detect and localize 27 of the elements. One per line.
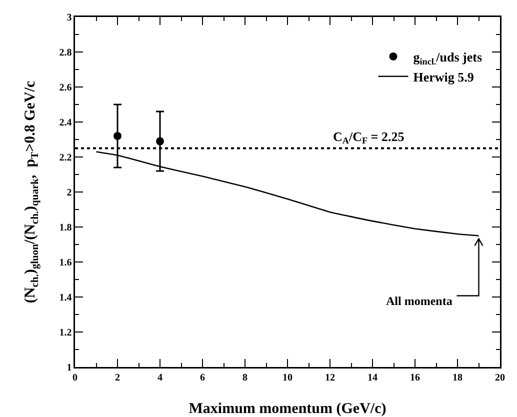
x-axis-title: Maximum momentum (GeV/c) bbox=[188, 401, 386, 417]
y-tick-label: 2.2 bbox=[59, 152, 72, 164]
y-tick-label: 1.2 bbox=[59, 328, 72, 338]
x-tick-label: 16 bbox=[410, 372, 420, 384]
ref-line-label: C$_{A}$/C$_{F}$ = 2.25 bbox=[333, 129, 405, 146]
x-tick-label: 18 bbox=[452, 372, 462, 384]
y-tick-label: 1.6 bbox=[59, 258, 72, 268]
y-tick-label: 2.4 bbox=[59, 118, 72, 128]
x-tick-label: 14 bbox=[368, 372, 378, 384]
x-tick-label: 4 bbox=[158, 372, 162, 384]
y-tick-label: 1 bbox=[66, 362, 72, 374]
x-tick-label: 10 bbox=[282, 372, 292, 384]
x-tick-label: 8 bbox=[242, 372, 248, 384]
legend-label: Herwig 5.9 bbox=[413, 69, 474, 84]
y-tick-label: 1.8 bbox=[59, 222, 72, 234]
x-tick-label: 2 bbox=[115, 372, 120, 384]
y-tick-label: 2 bbox=[66, 188, 72, 198]
x-tick-label: 6 bbox=[200, 372, 205, 384]
x-tick-label: 20 bbox=[495, 372, 505, 384]
annotation: All momenta bbox=[386, 294, 452, 308]
x-tick-label: 0 bbox=[72, 372, 78, 384]
y-tick-label: 3 bbox=[66, 12, 72, 24]
x-tick-label: 12 bbox=[325, 372, 335, 384]
y-tick-label: 2.8 bbox=[59, 48, 72, 58]
y-tick-label: 2.6 bbox=[59, 82, 72, 94]
y-tick-label: 1.4 bbox=[59, 292, 72, 304]
legend-label: g$_{incl.}$/uds jets bbox=[413, 50, 482, 66]
